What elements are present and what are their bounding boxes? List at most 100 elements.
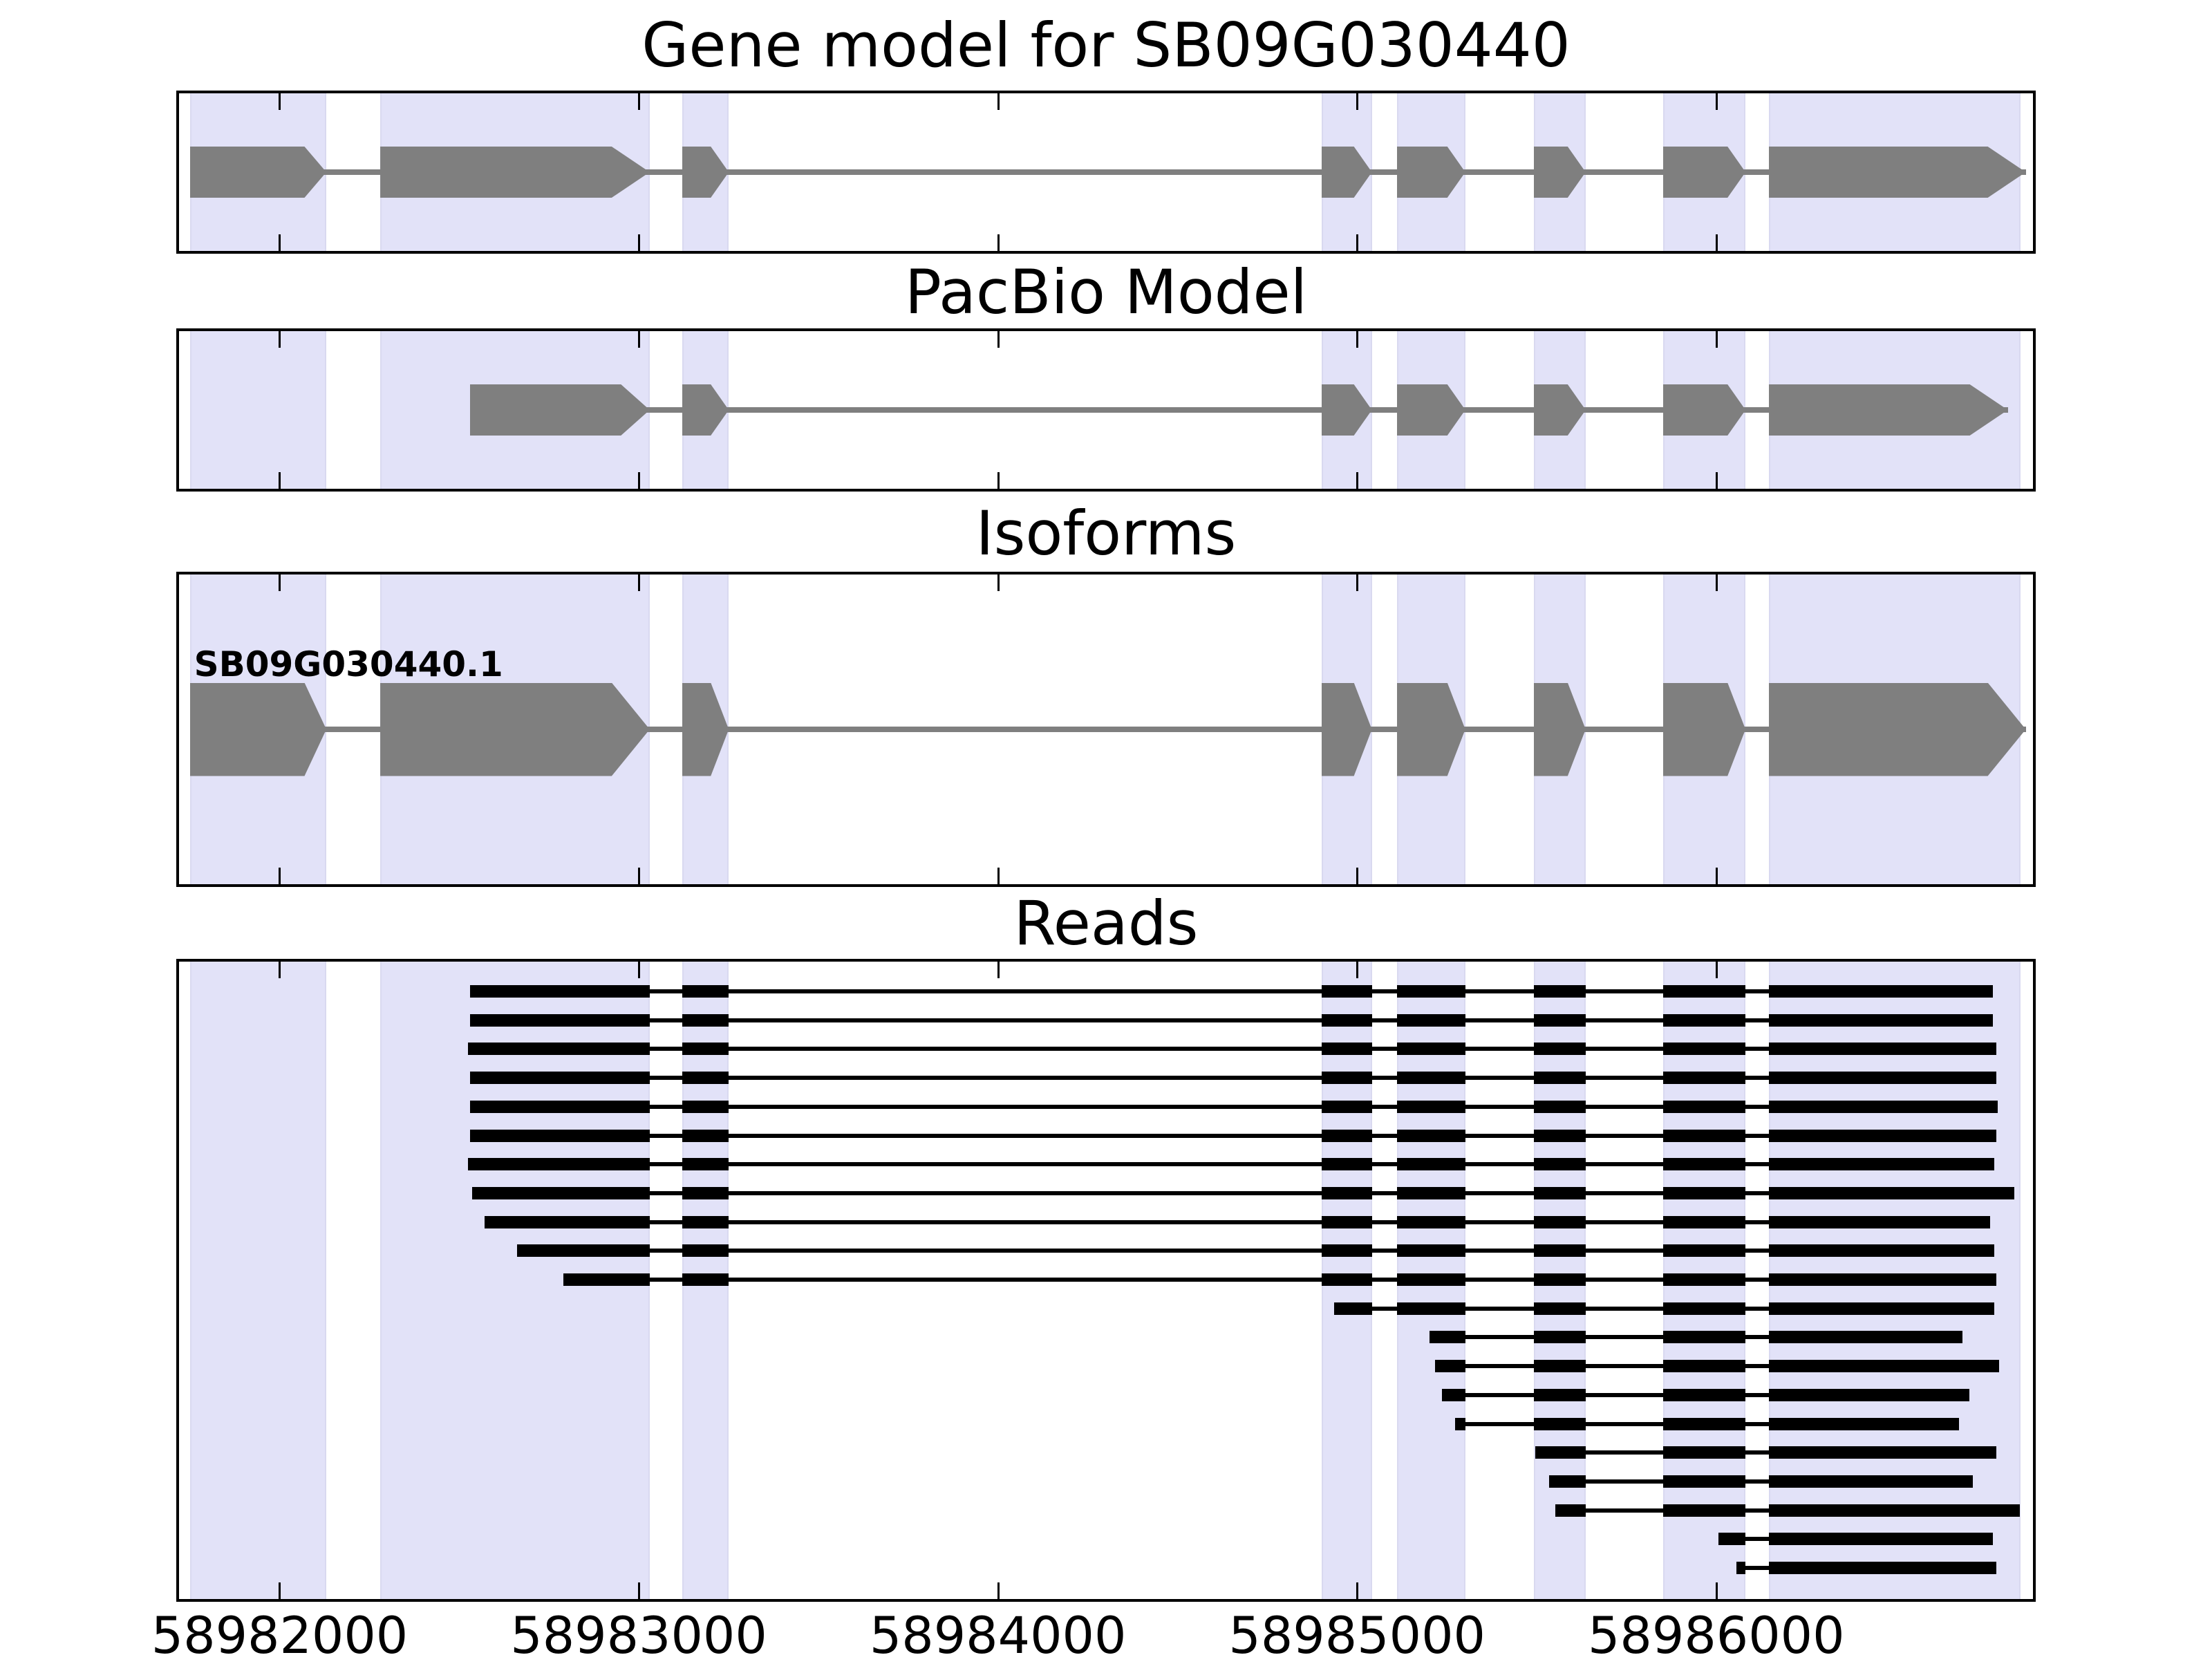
read-exon-block (682, 1072, 729, 1085)
axis-tick (637, 1582, 640, 1599)
read-exon-block (1662, 1388, 1746, 1401)
axis-tick (1356, 331, 1359, 348)
exon-arrow-glyph (470, 384, 650, 436)
axis-tick (1716, 472, 1718, 489)
axis-tick (1716, 1582, 1718, 1599)
panel-pacbio-model (176, 328, 2036, 492)
read-exon-block (682, 1100, 729, 1113)
read-exon-block (468, 1043, 650, 1056)
read-exon-block (1662, 1302, 1746, 1315)
read-exon-block (682, 1013, 729, 1027)
read-exon-block (1768, 1043, 1996, 1056)
exon-arrow-glyph (380, 147, 650, 198)
read-exon-block (1441, 1388, 1465, 1401)
read-exon-block (1768, 1504, 2021, 1517)
read-exon-block (1397, 1186, 1465, 1199)
read-exon-block (1662, 1244, 1746, 1258)
read-exon-block (1533, 1302, 1586, 1315)
read-exon-block (1397, 1302, 1465, 1315)
track-title-pacbio-model: PacBio Model (904, 256, 1308, 328)
axis-tick (1716, 331, 1718, 348)
read-exon-block (1533, 1072, 1586, 1085)
read-exon-block (1662, 1273, 1746, 1286)
read-connector-line (563, 1278, 1996, 1282)
read-exon-block (1533, 1388, 1586, 1401)
read-exon-block (682, 1129, 729, 1142)
read-exon-block (1662, 1158, 1746, 1171)
axis-tick (279, 962, 281, 978)
axis-tick (1716, 574, 1718, 591)
exon-arrow-glyph (380, 682, 650, 776)
axis-tick (279, 574, 281, 591)
read-exon-block (1455, 1417, 1465, 1430)
read-exon-block (1768, 1302, 1994, 1315)
read-connector-line (516, 1249, 1994, 1253)
read-connector-line (470, 1133, 1996, 1138)
axis-tick (279, 472, 281, 489)
read-connector-line (484, 1219, 1990, 1224)
read-exon-block (516, 1244, 650, 1258)
axis-tick (997, 868, 1000, 884)
read-connector-line (468, 1047, 1996, 1052)
read-exon-block (1768, 1100, 1998, 1113)
read-exon-block (682, 1158, 729, 1171)
axis-tick (637, 868, 640, 884)
axis-tick (1716, 93, 1718, 110)
read-exon-block (1768, 1446, 1996, 1459)
read-exon-block (1662, 1043, 1746, 1056)
read-exon-block (1768, 1158, 1994, 1171)
read-exon-block (1397, 1244, 1465, 1258)
panel-reads (176, 959, 2036, 1602)
read-exon-block (1768, 985, 1993, 998)
read-connector-line (1535, 1450, 1996, 1455)
read-exon-block (1533, 1215, 1586, 1228)
axis-tick (279, 868, 281, 884)
x-axis-tick-label: 58986000 (1587, 1607, 1845, 1665)
exon-arrow-glyph (1662, 682, 1745, 776)
isoform-label: SB09G030440.1 (194, 644, 503, 684)
read-exon-block (1768, 1533, 1993, 1546)
read-exon-block (1533, 1417, 1586, 1430)
read-exon-block (1434, 1360, 1465, 1373)
axis-tick (1356, 868, 1359, 884)
axis-tick (637, 472, 640, 489)
read-exon-block (1397, 1013, 1465, 1027)
read-exon-block (1548, 1475, 1586, 1488)
exon-highlight-band (189, 962, 327, 1599)
read-exon-block (468, 1158, 650, 1171)
axis-tick (637, 574, 640, 591)
read-exon-block (1321, 1215, 1372, 1228)
read-exon-block (1533, 1186, 1586, 1199)
read-exon-block (682, 985, 729, 998)
read-connector-line (470, 1018, 1993, 1022)
exon-highlight-band (189, 331, 327, 489)
read-exon-block (1662, 1446, 1746, 1459)
read-exon-block (1397, 1043, 1465, 1056)
read-exon-block (1768, 1388, 1969, 1401)
read-exon-block (1662, 1215, 1746, 1228)
read-exon-block (682, 1273, 729, 1286)
read-connector-line (470, 1076, 1996, 1081)
panel-gene-model (176, 91, 2036, 254)
read-exon-block (1718, 1533, 1746, 1546)
read-exon-block (1662, 1072, 1746, 1085)
read-exon-block (1768, 1417, 1959, 1430)
axis-tick (279, 93, 281, 110)
read-exon-block (1533, 1158, 1586, 1171)
read-exon-block (471, 1186, 650, 1199)
read-exon-block (1321, 1158, 1372, 1171)
axis-tick (1716, 962, 1718, 978)
read-exon-block (1555, 1504, 1586, 1517)
exon-arrow-glyph (1662, 147, 1745, 198)
read-exon-block (1321, 1100, 1372, 1113)
read-exon-block (1768, 1244, 1994, 1258)
read-exon-block (1533, 1013, 1586, 1027)
read-exon-block (1321, 1072, 1372, 1085)
read-exon-block (1768, 1129, 1996, 1142)
read-exon-block (682, 1215, 729, 1228)
axis-tick (1356, 472, 1359, 489)
read-exon-block (1533, 1129, 1586, 1142)
read-exon-block (1533, 985, 1586, 998)
read-exon-block (1662, 1475, 1746, 1488)
